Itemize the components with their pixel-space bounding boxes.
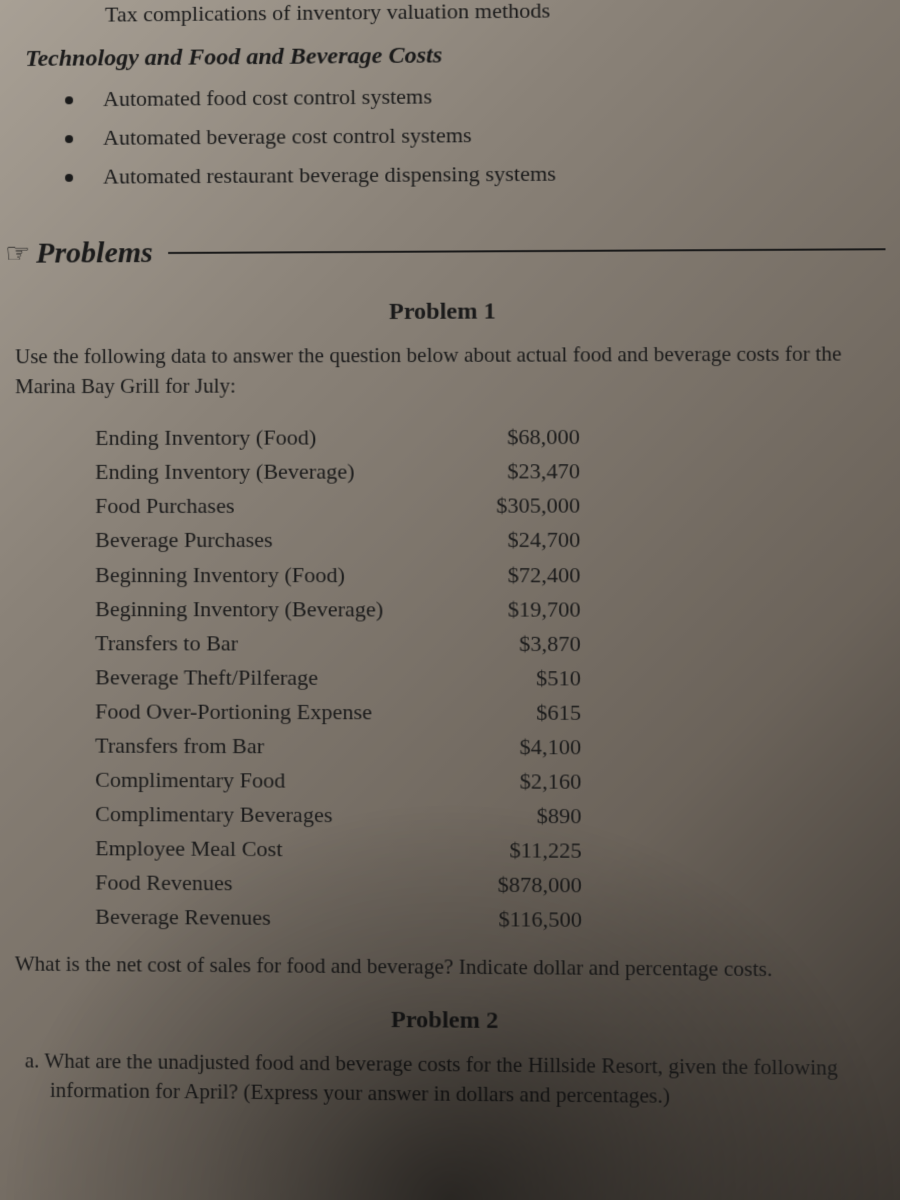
bullet-icon xyxy=(65,96,73,104)
table-row: Employee Meal Cost$11,225 xyxy=(95,831,890,870)
table-row: Transfers from Bar$4,100 xyxy=(95,729,889,766)
data-label: Ending Inventory (Beverage) xyxy=(95,455,468,490)
problem-1-title: Problem 1 xyxy=(5,297,886,328)
table-row: Beverage Theft/Pilferage$510 xyxy=(95,660,889,696)
data-label: Beverage Theft/Pilferage xyxy=(95,660,469,695)
data-label: Beverage Revenues xyxy=(95,900,470,937)
data-label: Complimentary Beverages xyxy=(95,797,469,833)
problem-2-title: Problem 2 xyxy=(5,1004,892,1039)
data-label: Beginning Inventory (Beverage) xyxy=(95,592,469,627)
data-value: $615 xyxy=(469,695,581,730)
bullet-text: Automated beverage cost control systems xyxy=(103,120,472,153)
data-value: $305,000 xyxy=(468,489,580,523)
problem-1-question: What is the net cost of sales for food a… xyxy=(15,949,881,985)
data-value: $510 xyxy=(469,661,581,696)
bullet-item: Automated beverage cost control systems xyxy=(65,117,885,154)
divider-line xyxy=(168,249,886,255)
problem-1-data-table: Ending Inventory (Food)$68,000 Ending In… xyxy=(95,419,891,939)
problem-1-intro: Use the following data to answer the que… xyxy=(15,340,876,402)
bullet-item: Automated restaurant beverage dispensing… xyxy=(65,156,885,192)
table-row: Beginning Inventory (Beverage)$19,700 xyxy=(95,592,888,627)
data-value: $24,700 xyxy=(468,523,580,557)
data-value: $19,700 xyxy=(469,592,581,627)
problem-2-sub-a: a. What are the unadjusted food and beve… xyxy=(25,1046,892,1114)
data-value: $23,470 xyxy=(468,454,580,489)
data-label: Beverage Purchases xyxy=(95,523,468,557)
bullet-item: Automated food cost control systems xyxy=(65,78,885,115)
table-row: Complimentary Food$2,160 xyxy=(95,763,890,801)
data-value: $72,400 xyxy=(468,558,580,592)
problems-title: Problems xyxy=(36,236,153,270)
bullet-text: Automated restaurant beverage dispensing… xyxy=(103,158,556,192)
data-label: Transfers from Bar xyxy=(95,729,469,765)
data-label: Food Purchases xyxy=(95,489,468,524)
data-label: Food Over-Portioning Expense xyxy=(95,694,469,729)
data-label: Transfers to Bar xyxy=(95,626,469,661)
data-value: $116,500 xyxy=(470,902,582,937)
table-row: Beverage Revenues$116,500 xyxy=(95,900,890,940)
data-label: Beginning Inventory (Food) xyxy=(95,558,468,592)
table-row: Beverage Purchases$24,700 xyxy=(95,523,888,558)
table-row: Ending Inventory (Food)$68,000 xyxy=(95,419,887,455)
table-row: Food Over-Portioning Expense$615 xyxy=(95,694,889,731)
data-value: $2,160 xyxy=(469,764,581,799)
problems-header: ☞ Problems xyxy=(5,232,886,271)
section-heading-technology: Technology and Food and Beverage Costs xyxy=(25,39,884,73)
table-row: Ending Inventory (Beverage)$23,470 xyxy=(95,454,887,489)
data-value: $4,100 xyxy=(469,730,581,765)
table-row: Transfers to Bar$3,870 xyxy=(95,626,889,662)
bullet-icon xyxy=(65,135,73,143)
data-value: $890 xyxy=(469,799,581,834)
data-value: $11,225 xyxy=(469,833,581,868)
data-value: $878,000 xyxy=(470,868,582,903)
data-label: Ending Inventory (Food) xyxy=(95,420,468,455)
bullet-text: Automated food cost control systems xyxy=(103,82,432,115)
data-value: $3,870 xyxy=(469,626,581,661)
data-value: $68,000 xyxy=(468,420,580,455)
partial-top-line: Tax complications of inventory valuation… xyxy=(105,0,884,28)
table-row: Complimentary Beverages$890 xyxy=(95,797,890,835)
table-row: Beginning Inventory (Food)$72,400 xyxy=(95,558,888,593)
data-label: Complimentary Food xyxy=(95,763,469,799)
table-row: Food Purchases$305,000 xyxy=(95,488,888,523)
pointer-icon: ☞ xyxy=(5,237,30,271)
bullet-icon xyxy=(65,173,73,181)
table-row: Food Revenues$878,000 xyxy=(95,866,890,905)
tech-bullet-list: Automated food cost control systems Auto… xyxy=(65,78,885,192)
data-label: Food Revenues xyxy=(95,866,470,903)
data-label: Employee Meal Cost xyxy=(95,831,469,867)
